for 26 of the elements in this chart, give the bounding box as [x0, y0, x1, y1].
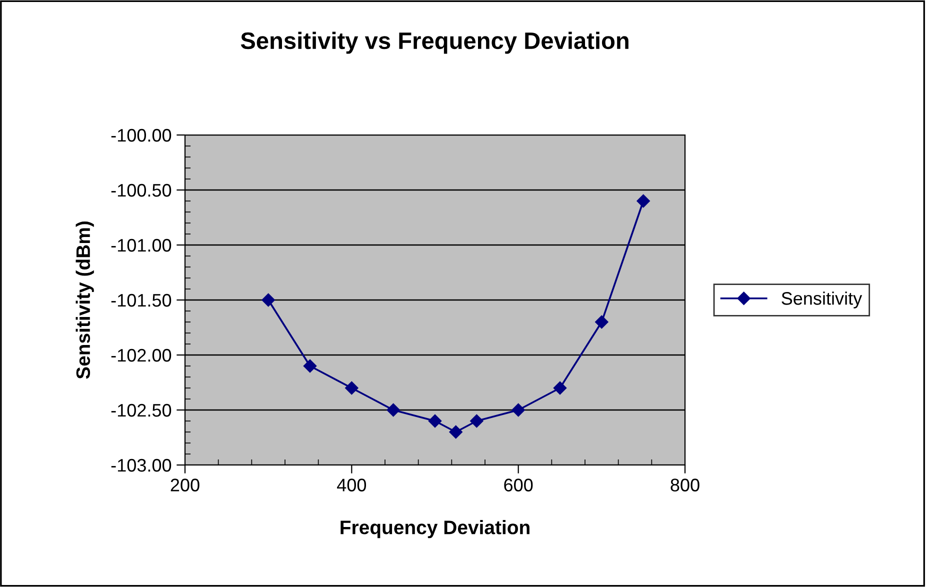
y-tick-label: -100.50: [111, 184, 172, 197]
point: [636, 194, 650, 208]
y-axis-title: Sensitivity (dBm): [76, 222, 94, 379]
point: [595, 315, 608, 329]
x-tick-label: 600: [504, 478, 533, 492]
y-tick-label: -100.00: [111, 128, 172, 142]
point: [512, 403, 525, 417]
y-tick-label: -102.50: [111, 404, 172, 417]
point: [470, 414, 484, 428]
point: [262, 293, 275, 307]
x-tick-label: 400: [337, 478, 366, 492]
x-tick-label: 800: [670, 478, 700, 492]
y-tick-label: -102.00: [111, 348, 172, 362]
point: [449, 425, 462, 439]
chart-title: Sensitivity vs Frequency Deviation: [240, 32, 628, 54]
y-tick-label: -101.50: [111, 294, 172, 307]
legend-label: Sensitivity: [782, 292, 862, 308]
point: [303, 359, 317, 373]
point: [345, 381, 358, 395]
point: [428, 414, 442, 428]
point: [386, 403, 400, 417]
y-tick-label: -103.00: [111, 458, 172, 472]
x-axis-title: Frequency Deviation: [340, 520, 530, 538]
point: [553, 381, 567, 395]
x-tick-label: 200: [170, 478, 200, 492]
y-tick-label: -101.00: [111, 238, 172, 252]
